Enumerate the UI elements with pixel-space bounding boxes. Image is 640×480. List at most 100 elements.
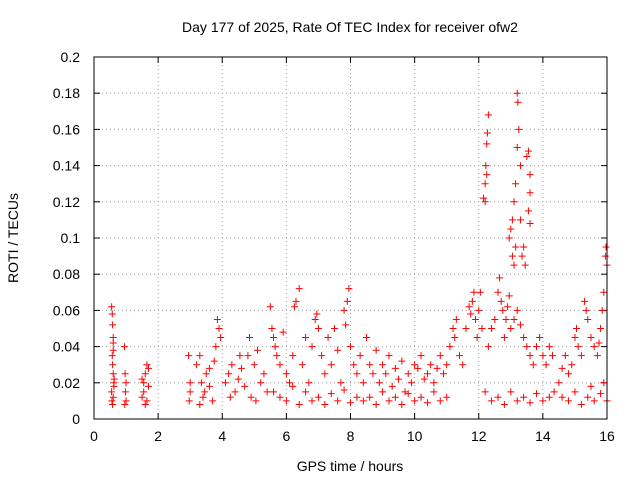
data-point [523,343,531,351]
data-point [520,334,528,342]
data-point [482,162,490,170]
data-point [244,352,252,360]
data-point [145,382,153,390]
data-point [143,361,151,369]
data-point [526,399,534,407]
data-point [140,379,148,387]
data-point [276,361,284,369]
data-point [273,352,281,360]
data-point [289,382,297,390]
data-point [597,390,605,398]
data-point [145,364,153,372]
data-point [436,352,444,360]
data-point [363,334,371,342]
data-point [340,386,348,394]
data-point [481,198,489,206]
data-point [565,370,573,378]
data-point [488,397,496,405]
data-point [602,243,610,251]
data-point [236,352,244,360]
data-point [186,379,194,387]
data-point [372,401,380,409]
data-point [385,397,393,405]
data-point [330,325,338,332]
x-axis-label: GPS time / hours [297,458,404,474]
data-point [451,334,459,342]
data-point [138,393,146,401]
data-point [213,315,221,323]
y-tick-label: 0.02 [53,375,80,391]
x-tick-label: 8 [347,428,355,444]
data-point [109,401,117,409]
data-point [391,364,399,372]
axis-ticks: 0 2 4 6 8 10 12 14 16 0 0.02 0.04 0.06 0.08 0.1 0.12 0.1… [53,49,615,444]
x-tick-label: 0 [90,428,98,444]
data-point [529,361,537,369]
data-point [321,401,329,409]
data-point [508,252,516,260]
data-point [565,397,573,405]
data-point [449,325,457,332]
data-point [430,388,438,396]
data-point [345,285,353,293]
data-point [504,303,512,311]
y-tick-label: 0.04 [53,339,80,355]
data-point [484,343,492,351]
data-point [196,352,204,360]
data-point [270,388,278,396]
data-point [577,401,585,409]
data-point [334,397,342,405]
data-point [375,379,383,387]
data-point [452,315,460,323]
data-point [185,397,193,405]
data-point [539,397,547,405]
data-point [411,361,419,369]
data-point [601,252,609,260]
data-point [481,180,489,188]
data-point [385,352,393,360]
data-point [398,401,406,409]
data-point [252,397,260,405]
data-point [520,393,528,401]
data-point [414,364,422,372]
data-point [305,379,313,387]
data-point [439,370,447,378]
data-point [108,388,116,396]
data-point [302,388,310,396]
x-tick-label: 4 [218,428,226,444]
data-point [186,388,194,396]
data-point [483,171,491,179]
data-point [313,310,321,318]
data-point [590,343,598,351]
data-point [347,399,354,407]
data-point [532,390,540,398]
data-point [353,370,361,378]
data-point [404,390,412,398]
data-point [514,98,522,106]
data-point [497,297,505,305]
data-point [417,352,425,360]
data-point [600,288,608,296]
data-point [143,397,151,405]
data-point [379,361,387,369]
data-point [513,306,521,314]
data-point [366,361,374,369]
data-point [476,288,484,296]
data-point [593,352,601,360]
data-point [581,297,589,305]
data-point [108,303,116,311]
data-point [108,310,116,318]
data-point [395,375,403,383]
data-point [407,379,415,387]
data-point [513,89,521,97]
data-point [282,370,290,378]
data-point [226,393,234,401]
data-point [516,162,524,170]
data-point [456,352,464,360]
data-point [388,382,396,390]
data-point [483,129,491,137]
data-point [234,375,242,383]
data-point [467,310,475,318]
data-point [298,361,306,369]
